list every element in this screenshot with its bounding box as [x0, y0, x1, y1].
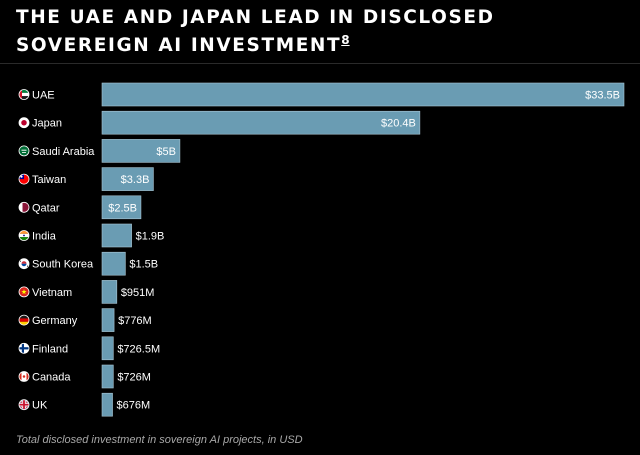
category-label-germany: Germany — [32, 315, 78, 327]
value-label-india: $1.9B — [136, 231, 165, 243]
category-label-uk: UK — [32, 400, 48, 412]
uae-flag-icon — [18, 89, 30, 100]
category-label-canada: Canada — [32, 372, 71, 384]
category-label-vietnam: Vietnam — [32, 287, 72, 299]
taiwan-flag-icon — [18, 173, 30, 185]
germany-flag-icon — [18, 314, 30, 326]
value-label-qatar: $2.5B — [108, 202, 137, 214]
bar-finland[interactable] — [101, 336, 114, 361]
value-label-canada: $726M — [117, 372, 151, 384]
bar-japan[interactable] — [101, 110, 421, 135]
title-divider — [0, 63, 640, 64]
finland-flag-icon — [18, 342, 30, 354]
category-label-finland: Finland — [32, 343, 68, 355]
category-label-uae: UAE — [32, 90, 55, 102]
bar-south-korea[interactable] — [101, 251, 126, 276]
bar-india[interactable] — [101, 223, 132, 248]
qatar-flag-icon — [18, 201, 30, 213]
value-label-south-korea: $1.5B — [129, 259, 158, 271]
india-flag-icon — [18, 230, 30, 241]
bar-saudi-arabia[interactable] — [101, 139, 181, 163]
japan-flag-icon — [18, 117, 30, 129]
south-korea-flag-icon — [18, 258, 30, 270]
value-label-saudi-arabia: $5B — [156, 146, 176, 158]
category-label-india: India — [32, 231, 57, 243]
bar-uae[interactable] — [101, 82, 625, 107]
vietnam-flag-icon — [18, 286, 30, 298]
category-label-qatar: Qatar — [32, 202, 60, 214]
category-label-taiwan: Taiwan — [32, 174, 66, 186]
value-label-uk: $676M — [117, 400, 151, 412]
value-label-finland: $726.5M — [117, 343, 160, 355]
canada-flag-icon — [18, 371, 30, 382]
bar-qatar[interactable] — [101, 195, 142, 220]
category-label-south-korea: South Korea — [32, 259, 94, 271]
value-label-taiwan: $3.3B — [121, 174, 150, 186]
bar-chart: UAE $33.5B Japan $20.4B Saudi Arabia $5B Taiwa… — [18, 82, 625, 417]
chart-caption: Total disclosed investment in sovereign … — [16, 434, 303, 446]
uk-flag-icon — [18, 399, 30, 411]
footnote-reference[interactable]: 8 — [341, 33, 350, 47]
chart-title-text: THE UAE AND JAPAN LEAD IN DISCLOSED SOVE… — [16, 7, 495, 56]
bar-germany[interactable] — [101, 308, 115, 332]
bar-vietnam[interactable] — [101, 280, 118, 304]
bar-taiwan[interactable] — [101, 167, 154, 191]
category-label-japan: Japan — [32, 118, 62, 130]
value-label-japan: $20.4B — [381, 118, 416, 130]
value-label-uae: $33.5B — [585, 90, 620, 102]
bar-canada[interactable] — [101, 364, 114, 389]
value-label-germany: $776M — [118, 315, 152, 327]
value-label-vietnam: $951M — [121, 287, 155, 299]
bar-uk[interactable] — [101, 392, 113, 417]
category-label-saudi-arabia: Saudi Arabia — [32, 146, 95, 158]
chart-title: THE UAE AND JAPAN LEAD IN DISCLOSED SOVE… — [16, 6, 626, 57]
saudi-arabia-flag-icon — [18, 145, 30, 157]
